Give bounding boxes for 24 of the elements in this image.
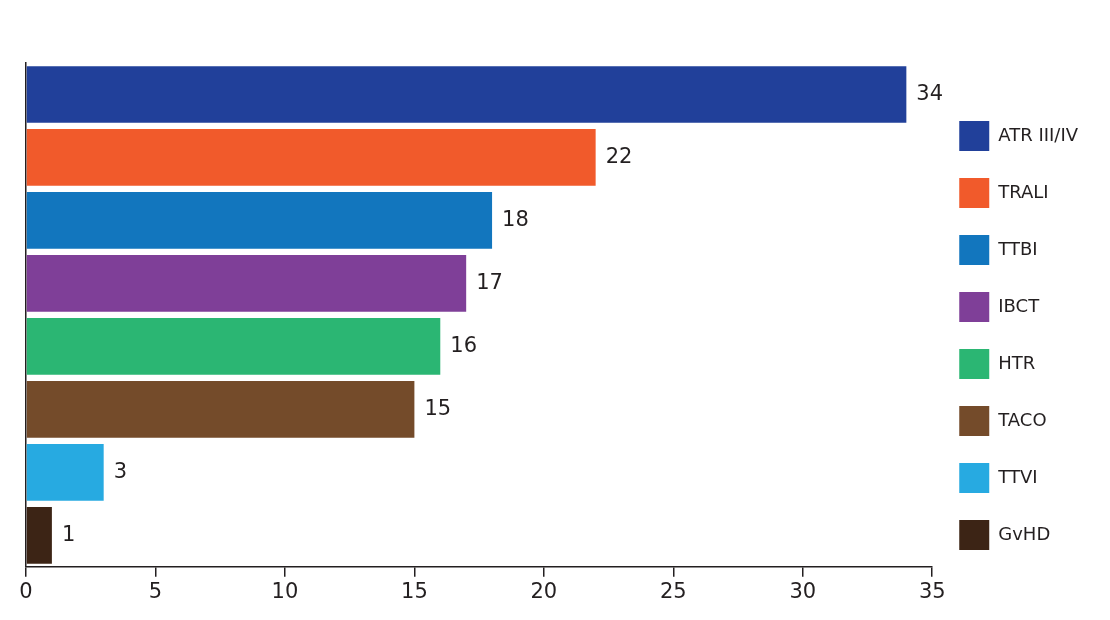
legend-label: TACO xyxy=(997,408,1047,430)
legend-label: HTR xyxy=(998,351,1036,373)
x-tick-label: 10 xyxy=(271,578,299,603)
data-label: 3 xyxy=(113,458,128,483)
x-tick-label: 15 xyxy=(401,578,428,603)
legend-label: GvHD xyxy=(998,522,1051,544)
data-label: 15 xyxy=(424,395,452,420)
legend-label: TRALI xyxy=(997,180,1049,202)
data-label: 18 xyxy=(502,206,529,231)
data-label: 16 xyxy=(450,332,478,357)
x-tick-label: 5 xyxy=(148,578,163,603)
x-tick-label: 0 xyxy=(19,578,33,603)
legend-label: ATR III/IV xyxy=(998,123,1079,145)
legend-label: IBCT xyxy=(998,294,1041,316)
legend-label: TTBI xyxy=(997,237,1038,259)
x-tick-label: 20 xyxy=(530,578,558,603)
legend-label: TTVI xyxy=(997,465,1038,487)
data-label: 22 xyxy=(605,143,633,168)
data-label: 17 xyxy=(476,269,503,294)
x-tick-label: 35 xyxy=(918,578,946,603)
data-label: 34 xyxy=(916,80,944,105)
x-tick-label: 25 xyxy=(659,578,687,603)
data-label: 1 xyxy=(61,521,76,546)
x-tick-label: 30 xyxy=(789,578,817,603)
